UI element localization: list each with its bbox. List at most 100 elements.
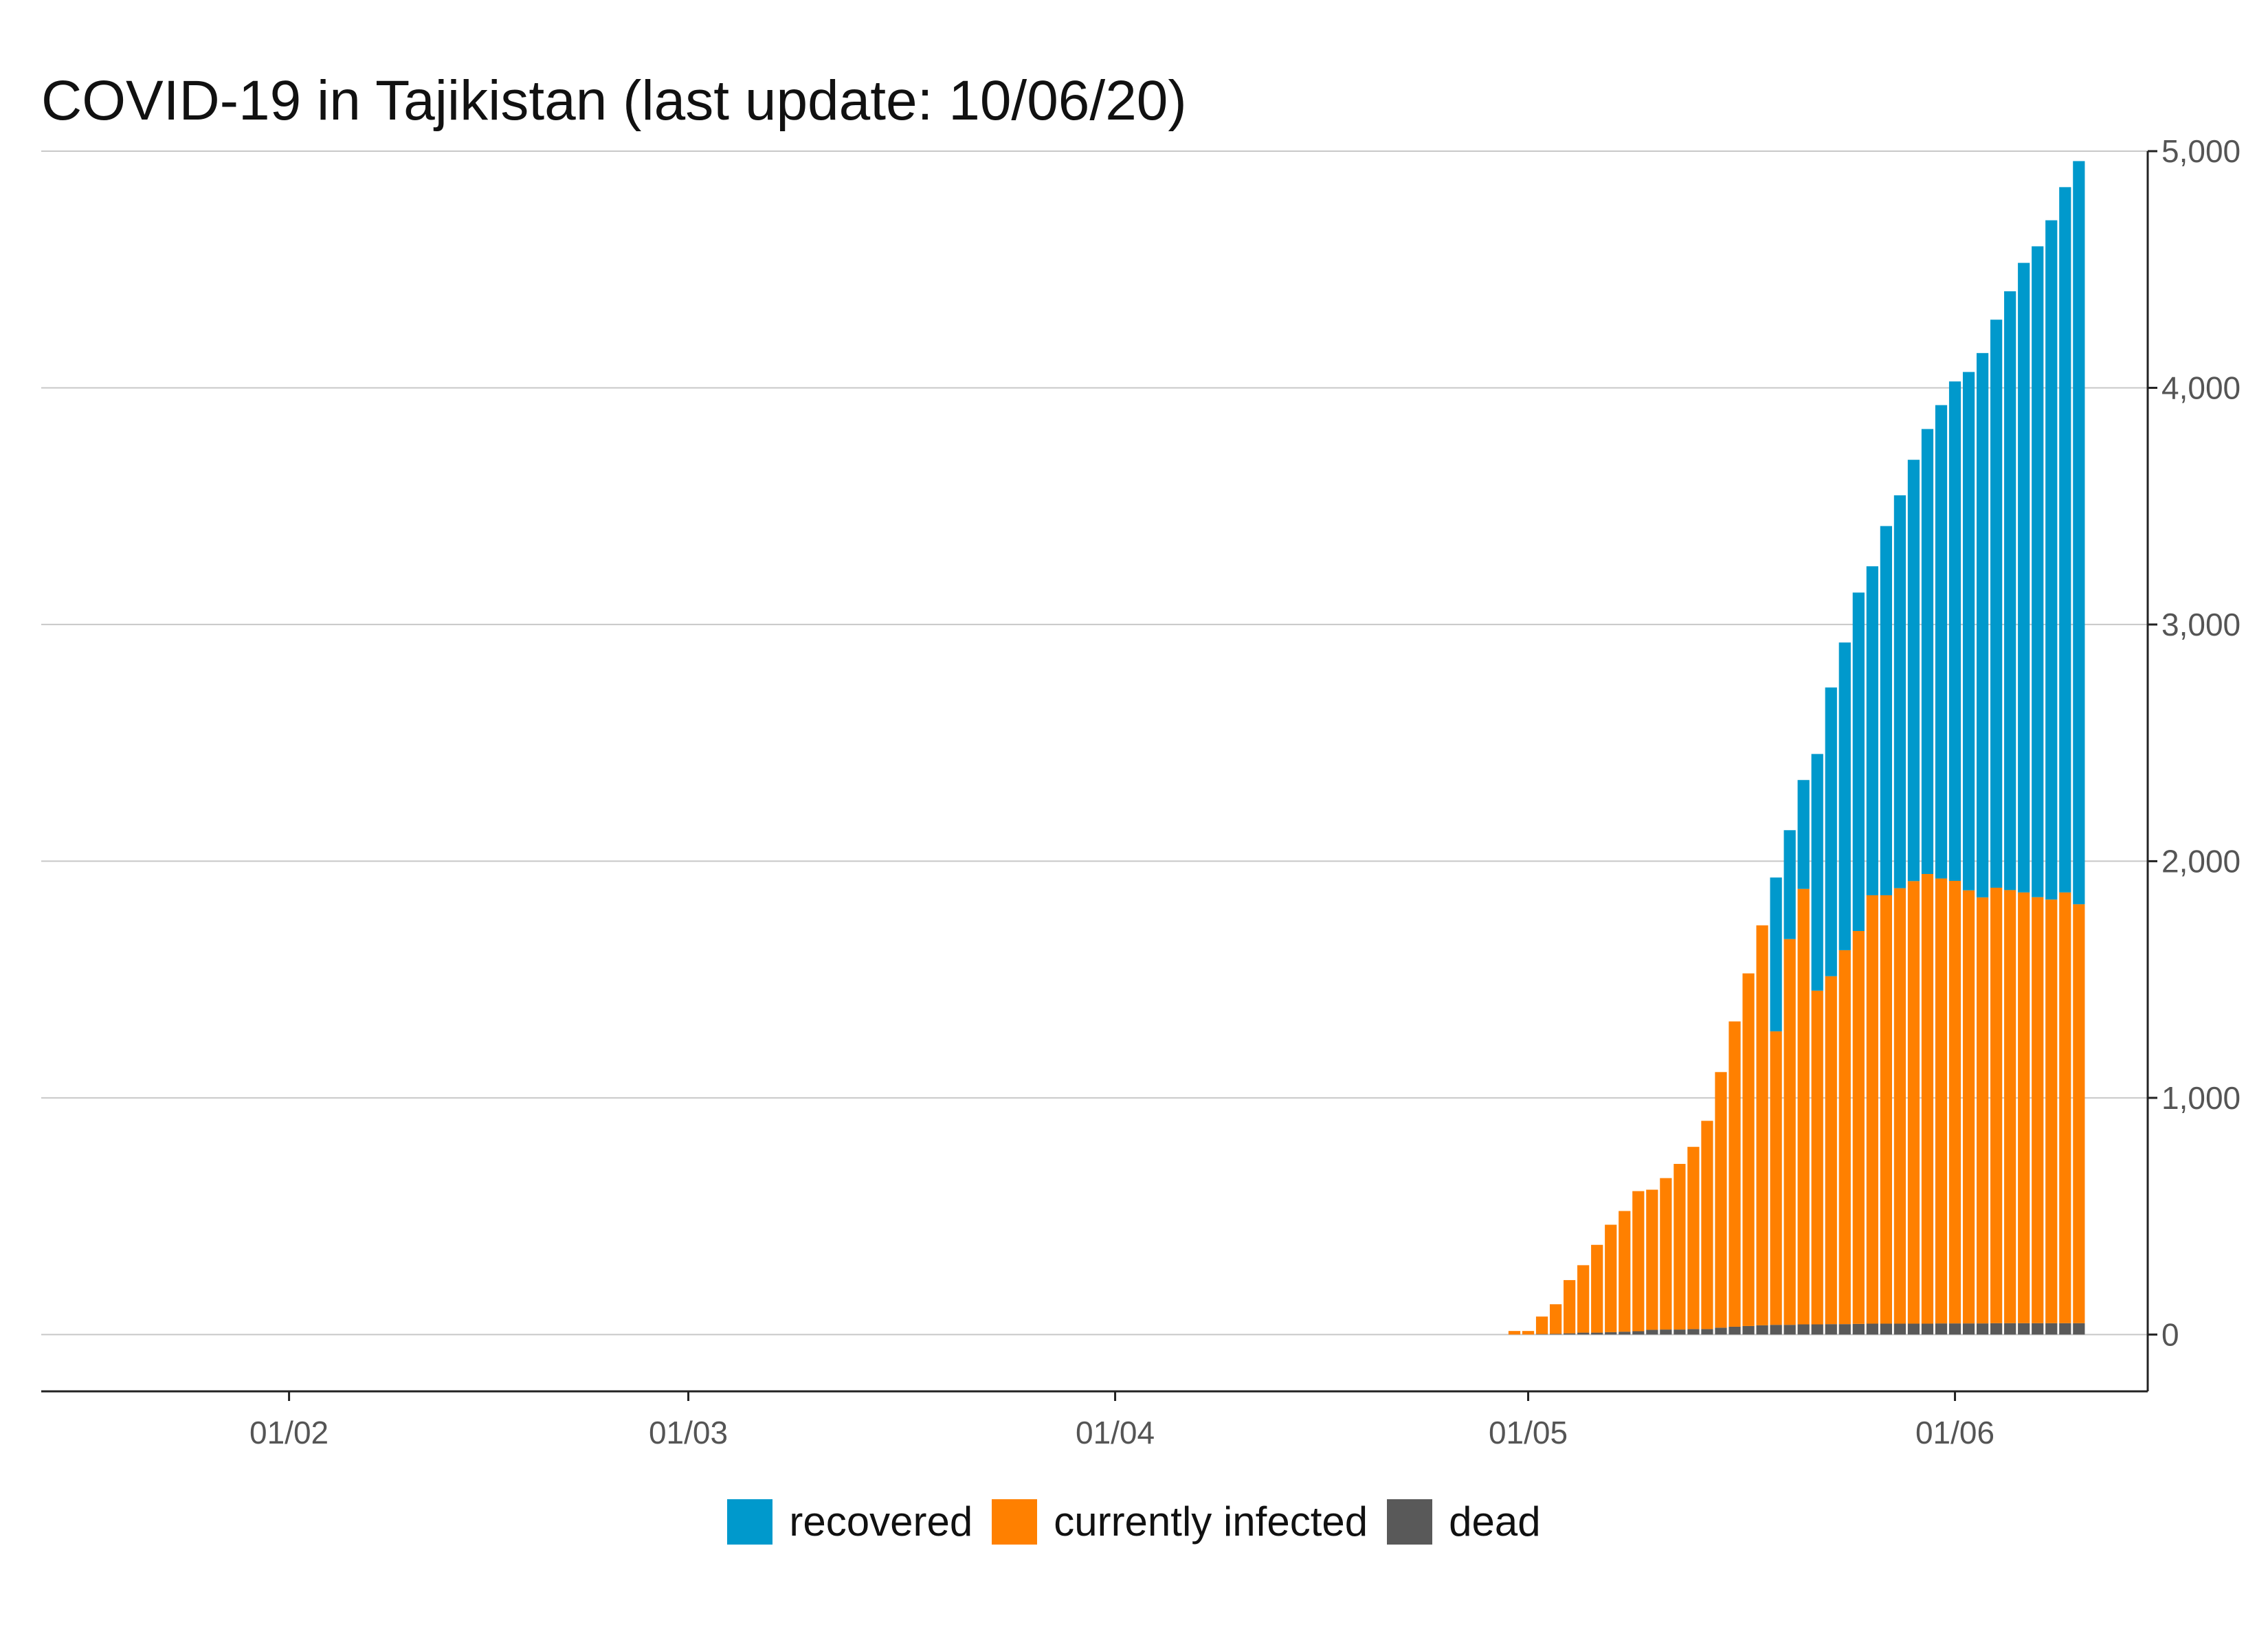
bar-currently-infected-2020-05-18: [1756, 925, 1768, 1325]
x-tick-label-4: 01/06: [1915, 1415, 1994, 1450]
bar-currently-infected-2020-05-27: [1880, 895, 1892, 1324]
bar-recovered-2020-06-05: [2004, 291, 2016, 890]
bar-dead-2020-05-06: [1591, 1332, 1603, 1335]
bar-recovered-2020-05-19: [1770, 877, 1782, 1032]
bar-dead-2020-05-27: [1880, 1323, 1892, 1335]
bar-currently-infected-2020-06-03: [1976, 897, 1989, 1324]
bar-dead-2020-06-02: [1962, 1323, 1975, 1335]
bar-dead-2020-05-10: [1646, 1330, 1658, 1335]
legend-label-recovered: recovered: [789, 1499, 973, 1545]
bar-currently-infected-2020-05-07: [1605, 1224, 1617, 1332]
bar-dead-2020-05-11: [1660, 1330, 1672, 1335]
x-tick-label-1: 01/03: [649, 1415, 728, 1450]
bar-dead-2020-05-26: [1866, 1323, 1878, 1335]
legend-swatch-currently-infected: [992, 1499, 1038, 1545]
x-tick-label-0: 01/02: [249, 1415, 329, 1450]
y-tick-label-2: 2,000: [2161, 843, 2241, 879]
bar-recovered-2020-06-08: [2045, 220, 2058, 900]
bar-currently-infected-2020-05-17: [1742, 973, 1755, 1326]
bar-dead-2020-06-06: [2018, 1323, 2030, 1335]
x-tick-label-2: 01/04: [1076, 1415, 1155, 1450]
bar-recovered-2020-05-23: [1825, 687, 1837, 976]
bar-recovered-2020-05-20: [1783, 830, 1796, 939]
y-tick-label-1: 1,000: [2161, 1080, 2241, 1116]
y-tick-label-5: 5,000: [2161, 133, 2241, 169]
bar-dead-2020-06-10: [2073, 1323, 2085, 1335]
bar-currently-infected-2020-05-24: [1838, 950, 1851, 1325]
legend-item-dead: dead: [1387, 1498, 1541, 1545]
bar-dead-2020-05-28: [1893, 1323, 1906, 1335]
legend-label-dead: dead: [1449, 1499, 1541, 1545]
bar-dead-2020-05-16: [1728, 1326, 1741, 1335]
bar-recovered-2020-06-09: [2059, 187, 2071, 893]
x-axis-ticks: 01/02 01/03 01/04 01/05 01/06: [249, 1391, 1994, 1450]
bar-dead-2020-06-07: [2032, 1323, 2044, 1335]
bar-currently-infected-2020-04-30: [1508, 1331, 1521, 1335]
bar-recovered-2020-06-01: [1948, 381, 1961, 881]
bar-dead-2020-05-13: [1687, 1329, 1700, 1335]
bar-dead-2020-05-21: [1797, 1324, 1810, 1335]
bar-currently-infected-2020-05-26: [1866, 895, 1878, 1324]
bar-dead-2020-05-14: [1701, 1329, 1713, 1335]
bar-currently-infected-2020-05-23: [1825, 976, 1837, 1325]
bar-currently-infected-2020-05-01: [1522, 1331, 1535, 1335]
bar-dead-2020-05-31: [1935, 1323, 1948, 1335]
axes: [41, 151, 2149, 1393]
bar-dead-2020-05-18: [1756, 1325, 1768, 1335]
bar-recovered-2020-05-29: [1907, 460, 1920, 882]
bar-dead-2020-05-04: [1564, 1333, 1576, 1335]
gridlines: [41, 150, 2148, 1336]
bar-currently-infected-2020-05-15: [1715, 1072, 1727, 1328]
bar-recovered-2020-05-30: [1921, 429, 1934, 874]
bar-currently-infected-2020-05-28: [1893, 888, 1906, 1324]
bar-currently-infected-2020-05-11: [1660, 1178, 1672, 1330]
bar-currently-infected-2020-06-05: [2004, 890, 2016, 1323]
y-axis-ticks: 0 1,000 2,000 3,000 4,000 5,000: [2148, 133, 2241, 1352]
bar-currently-infected-2020-05-08: [1619, 1211, 1631, 1332]
legend-item-recovered: recovered: [727, 1498, 972, 1545]
bar-recovered-2020-05-24: [1838, 642, 1851, 950]
bar-recovered-2020-05-21: [1797, 780, 1810, 889]
bar-dead-2020-06-03: [1976, 1323, 1989, 1335]
bar-currently-infected-2020-06-08: [2045, 899, 2058, 1323]
y-tick-label-0: 0: [2161, 1316, 2179, 1352]
bar-dead-2020-05-07: [1605, 1332, 1617, 1335]
bar-currently-infected-2020-05-09: [1632, 1191, 1645, 1332]
bar-currently-infected-2020-05-10: [1646, 1189, 1658, 1330]
bar-dead-2020-05-30: [1921, 1323, 1934, 1335]
bar-dead-2020-05-02: [1535, 1334, 1548, 1335]
bar-currently-infected-2020-05-31: [1935, 878, 1948, 1324]
bar-currently-infected-2020-06-06: [2018, 892, 2030, 1323]
y-tick-label-3: 3,000: [2161, 607, 2241, 642]
bar-currently-infected-2020-05-20: [1783, 939, 1796, 1325]
bar-currently-infected-2020-05-16: [1728, 1021, 1741, 1327]
legend-swatch-recovered: [727, 1499, 773, 1545]
bar-dead-2020-05-22: [1811, 1324, 1823, 1335]
bar-recovered-2020-05-22: [1811, 754, 1823, 991]
legend-label-currently-infected: currently infected: [1054, 1499, 1368, 1545]
bar-currently-infected-2020-05-14: [1701, 1121, 1713, 1330]
bar-currently-infected-2020-05-06: [1591, 1244, 1603, 1333]
bar-currently-infected-2020-05-04: [1564, 1280, 1576, 1334]
bar-recovered-2020-06-07: [2032, 246, 2044, 897]
bar-dead-2020-05-15: [1715, 1327, 1727, 1335]
bar-dead-2020-05-24: [1838, 1324, 1851, 1335]
bar-currently-infected-2020-05-29: [1907, 881, 1920, 1324]
bar-currently-infected-2020-05-25: [1852, 931, 1865, 1324]
bar-recovered-2020-05-28: [1893, 495, 1906, 888]
x-tick-label-3: 01/05: [1489, 1415, 1568, 1450]
bar-dead-2020-05-25: [1852, 1323, 1865, 1335]
bar-recovered-2020-05-31: [1935, 405, 1948, 879]
bar-dead-2020-06-08: [2045, 1323, 2058, 1335]
bar-dead-2020-05-17: [1742, 1325, 1755, 1335]
bar-dead-2020-06-01: [1948, 1323, 1961, 1335]
bar-dead-2020-06-05: [2004, 1323, 2016, 1335]
bar-dead-2020-05-29: [1907, 1323, 1920, 1335]
legend-item-currently-infected: currently infected: [992, 1498, 1368, 1545]
bar-currently-infected-2020-05-21: [1797, 888, 1810, 1325]
bar-currently-infected-2020-05-13: [1687, 1147, 1700, 1330]
bar-currently-infected-2020-05-22: [1811, 990, 1823, 1325]
bar-recovered-2020-05-26: [1866, 566, 1878, 895]
bar-currently-infected-2020-06-09: [2059, 892, 2071, 1323]
